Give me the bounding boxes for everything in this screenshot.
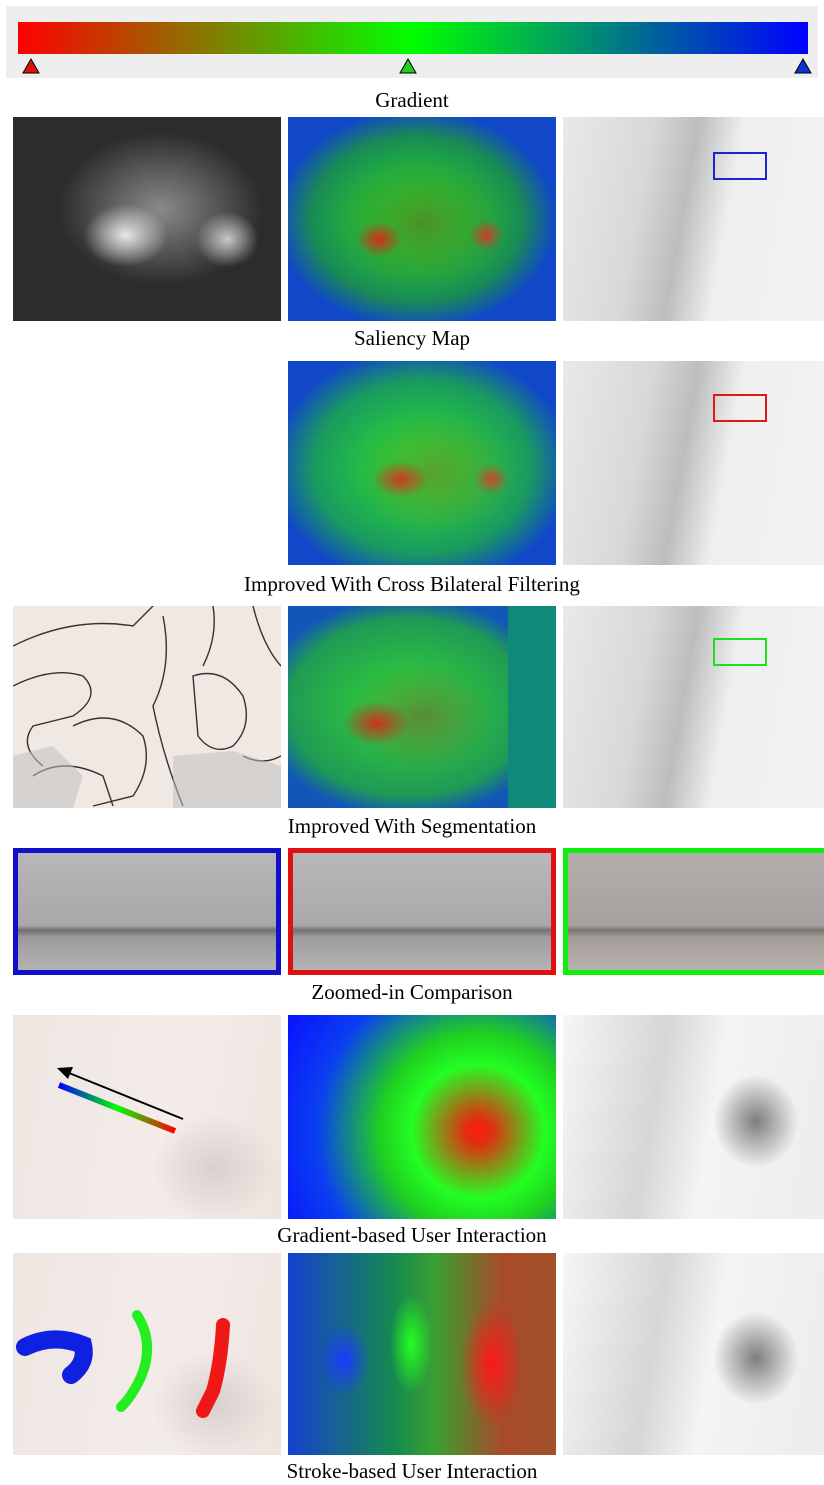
gradient-stroke-overlay (57, 1067, 184, 1134)
bilateral-heatmap-image (288, 361, 556, 565)
bilateral-caption: Improved With Cross Bilateral Filtering (244, 572, 580, 596)
segmentation-highlight-box (713, 638, 767, 666)
segmentation-heatmap-image (288, 606, 556, 808)
gradient-interaction-map (288, 1015, 556, 1219)
zoomed-caption: Zoomed-in Comparison (311, 980, 513, 1004)
gradient-editor (6, 6, 818, 78)
bilateral-highlight-box (713, 394, 767, 422)
gradient-interaction-input-image (13, 1015, 281, 1219)
stroke-overlay (16, 1310, 230, 1418)
stroke-interaction-input-image (13, 1253, 281, 1455)
gradient-interaction-result-photo (563, 1015, 824, 1219)
zoom-crop-saliency (13, 848, 281, 975)
saliency-caption: Saliency Map (353, 326, 471, 350)
red-stop-marker-icon[interactable] (22, 58, 40, 74)
zoom-crop-bilateral (288, 848, 556, 975)
saliency-heatmap-image (288, 117, 556, 321)
green-stop-marker-icon[interactable] (399, 58, 417, 74)
zoom-crop-segmentation (563, 848, 824, 975)
blue-stop-marker-icon[interactable] (794, 58, 812, 74)
gradient-caption: Gradient (375, 88, 449, 112)
stroke-interaction-caption: Stroke-based User Interaction (286, 1459, 538, 1483)
segmentation-outline-image (13, 606, 281, 808)
stroke-interaction-result-photo (563, 1253, 824, 1455)
saliency-highlight-box (713, 152, 767, 180)
saliency-grayscale-image (13, 117, 281, 321)
segmentation-result-photo (563, 606, 824, 808)
saliency-result-photo (563, 117, 824, 321)
gradient-interaction-caption: Gradient-based User Interaction (277, 1223, 547, 1247)
segmentation-caption: Improved With Segmentation (287, 814, 537, 838)
stroke-interaction-map (288, 1253, 556, 1455)
gradient-bar[interactable] (18, 22, 808, 54)
bilateral-result-photo (563, 361, 824, 565)
